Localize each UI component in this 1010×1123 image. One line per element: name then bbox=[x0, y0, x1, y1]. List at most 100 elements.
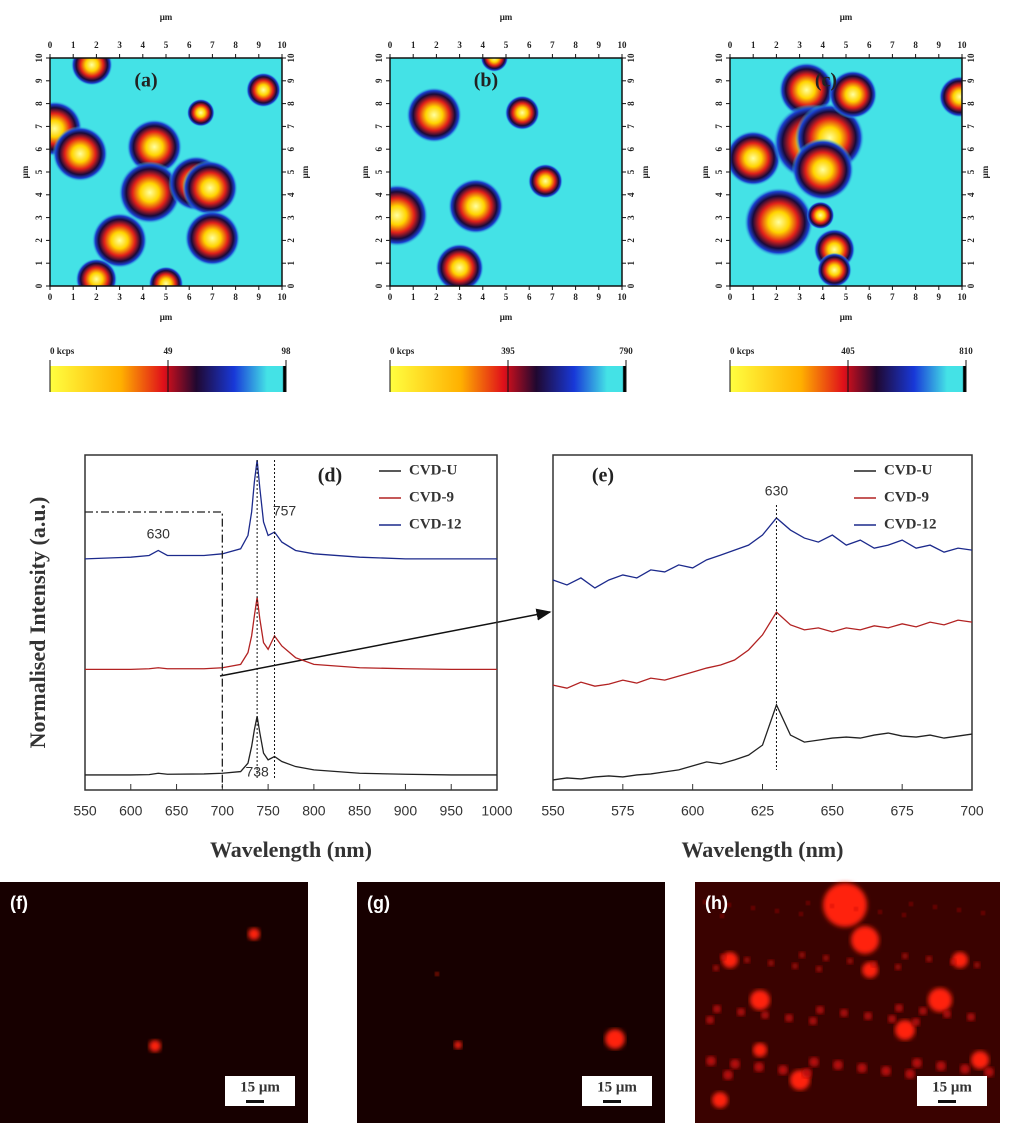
x-tick-label-top: 7 bbox=[550, 40, 555, 50]
panel-label: (d) bbox=[318, 465, 342, 487]
fluorescent-spot bbox=[823, 883, 867, 927]
y-tick-label-right: 2 bbox=[286, 238, 296, 243]
y-tick-label-right: 1 bbox=[286, 260, 296, 265]
x-tick-label-top: 2 bbox=[434, 40, 439, 50]
y-tick-label-right: 3 bbox=[626, 215, 636, 220]
x-tick-label-top: 9 bbox=[937, 40, 942, 50]
x-tick-label: 7 bbox=[550, 292, 555, 302]
x-axis-label: μm bbox=[160, 312, 173, 322]
y-tick-label: 3 bbox=[374, 215, 384, 220]
y-tick-label-right: 7 bbox=[626, 124, 636, 129]
x-tick-label: 6 bbox=[187, 292, 192, 302]
annotation: 630 bbox=[765, 483, 789, 499]
fluorescent-speck bbox=[967, 1013, 975, 1021]
spot bbox=[52, 125, 108, 182]
fluorescent-spot bbox=[753, 1043, 767, 1057]
x-tick-label: 6 bbox=[867, 292, 872, 302]
fluorescent-speck bbox=[706, 1056, 716, 1066]
y-tick-label-right: 4 bbox=[286, 192, 296, 197]
y-tick-label: 10 bbox=[374, 53, 384, 63]
y-tick-label: 9 bbox=[374, 78, 384, 83]
x-tick-label: 10 bbox=[618, 292, 628, 302]
x-tick-label: 3 bbox=[457, 292, 462, 302]
x-tick-label: 4 bbox=[821, 292, 826, 302]
y-tick-label-right: 8 bbox=[286, 101, 296, 106]
x-tick-label-top: 4 bbox=[481, 40, 486, 50]
x-axis-label: μm bbox=[840, 312, 853, 322]
fluorescent-speck bbox=[902, 953, 908, 959]
spot bbox=[435, 243, 484, 286]
x-tick-label-top: 7 bbox=[210, 40, 215, 50]
y-tick-label-right: 10 bbox=[966, 53, 976, 63]
x-tick-label: 9 bbox=[597, 292, 602, 302]
y-tick-label-right: 5 bbox=[626, 169, 636, 174]
fluorescent-speck bbox=[768, 960, 774, 966]
x-tick-label-top: 6 bbox=[867, 40, 872, 50]
fluorescent-spot bbox=[435, 972, 439, 976]
y-tick-label: 5 bbox=[34, 169, 44, 174]
x-tick-label: 3 bbox=[797, 292, 802, 302]
fluorescent-speck bbox=[871, 961, 877, 967]
fluorescent-speck bbox=[833, 1060, 843, 1070]
fluorescent-speck bbox=[909, 902, 913, 906]
y-tick-label: 4 bbox=[714, 192, 724, 197]
y-tick-label-right: 3 bbox=[286, 215, 296, 220]
x-tick-label-top: 9 bbox=[257, 40, 262, 50]
x-tick-label: 4 bbox=[141, 292, 146, 302]
x-tick-label: 900 bbox=[394, 803, 418, 819]
fluorescent-speck bbox=[727, 903, 731, 907]
y-tick-label: 4 bbox=[374, 192, 384, 197]
spot bbox=[118, 161, 182, 224]
y-tick-label: 3 bbox=[34, 215, 44, 220]
fluorescent-speck bbox=[943, 1010, 951, 1018]
fluorescent-speck bbox=[806, 901, 810, 905]
panel-label: (f) bbox=[10, 893, 28, 913]
x-tick-label-top: 8 bbox=[573, 40, 578, 50]
x-axis-label: Wavelength (nm) bbox=[682, 837, 844, 862]
fluorescent-spot bbox=[750, 990, 770, 1010]
y-tick-label: 8 bbox=[714, 101, 724, 106]
x-tick-label: 7 bbox=[890, 292, 895, 302]
x-tick-label: 700 bbox=[960, 803, 984, 819]
scale-bar-label: 15 μm bbox=[240, 1079, 280, 1095]
fluorescent-speck bbox=[723, 1070, 733, 1080]
x-tick-label-top: 0 bbox=[48, 40, 53, 50]
annotation: 738 bbox=[245, 764, 269, 780]
x-tick-label-top: 7 bbox=[890, 40, 895, 50]
panel-label: (h) bbox=[705, 893, 728, 913]
x-tick-label-top: 6 bbox=[527, 40, 532, 50]
fluorescent-speck bbox=[737, 1008, 745, 1016]
y-tick-label: 0 bbox=[714, 283, 724, 288]
fluorescent-speck bbox=[912, 1058, 922, 1068]
y-tick-label: 1 bbox=[714, 260, 724, 265]
fluorescent-speck bbox=[706, 1016, 714, 1024]
fluorescent-speck bbox=[957, 908, 961, 912]
y-tick-label: 8 bbox=[374, 101, 384, 106]
x-axis-label: Wavelength (nm) bbox=[210, 837, 372, 862]
series-line bbox=[552, 517, 973, 589]
fluorescent-spot bbox=[605, 1029, 625, 1049]
spot bbox=[791, 138, 855, 202]
y-tick-label: 8 bbox=[34, 101, 44, 106]
legend-label: CVD-U bbox=[884, 462, 932, 478]
fluorescent-speck bbox=[792, 963, 798, 969]
fluorescent-speck bbox=[799, 952, 805, 958]
fluorescent-speck bbox=[974, 962, 980, 968]
spot bbox=[828, 70, 878, 119]
x-tick-label-top: 9 bbox=[597, 40, 602, 50]
fluorescent-spot bbox=[952, 952, 968, 968]
y-tick-label: 9 bbox=[714, 78, 724, 83]
fluorescent-speck bbox=[847, 958, 853, 964]
plot-frame bbox=[84, 454, 498, 791]
y-tick-label-right: 7 bbox=[966, 124, 976, 129]
series-line bbox=[85, 597, 497, 671]
colorbar-tick-label: 98 bbox=[282, 346, 292, 356]
fluorescent-spot bbox=[722, 952, 738, 968]
x-tick-label-top: 5 bbox=[504, 40, 509, 50]
y-tick-label-right: 5 bbox=[286, 169, 296, 174]
y-tick-label-right: 7 bbox=[286, 124, 296, 129]
x-tick-label: 5 bbox=[504, 292, 509, 302]
y-tick-label-right: 3 bbox=[966, 215, 976, 220]
fluorescent-speck bbox=[840, 1009, 848, 1017]
